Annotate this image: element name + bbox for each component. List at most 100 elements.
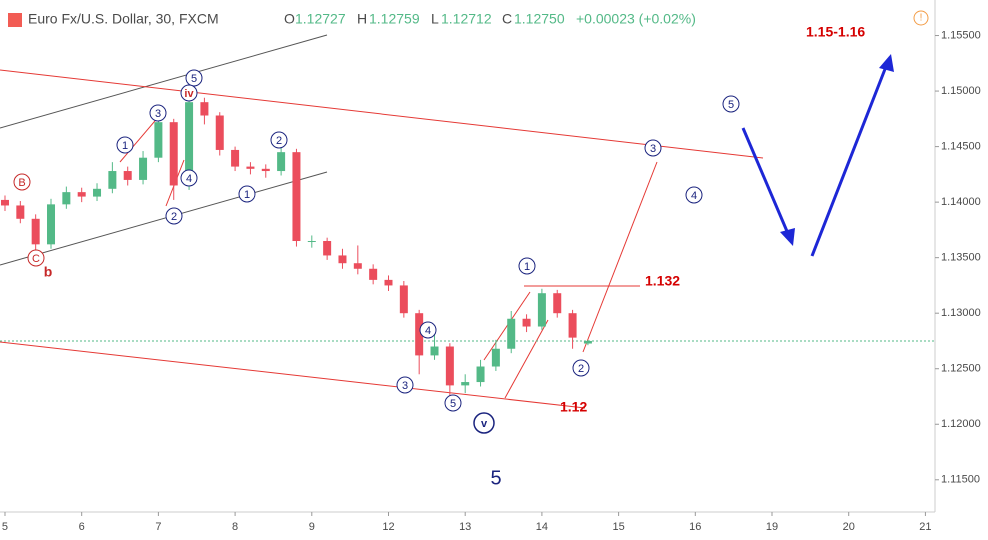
- candle-body: [445, 346, 454, 386]
- logo: [8, 13, 22, 27]
- wave-circle: [185, 69, 203, 87]
- candle-body: [231, 149, 240, 167]
- ohlc-label: H: [357, 11, 367, 27]
- candle-body: [185, 102, 194, 186]
- y-tick-label: 1.14500: [941, 141, 981, 153]
- wave-label: 1: [244, 189, 250, 201]
- wave-circle: [270, 131, 288, 149]
- wave-circle: [13, 173, 31, 191]
- wave-circle: [644, 139, 662, 157]
- candle-body: [139, 157, 148, 180]
- x-tick-label: 16: [689, 521, 701, 533]
- wave-label: 5: [191, 73, 197, 85]
- x-tick-label: 19: [766, 521, 778, 533]
- wave-circle: [685, 186, 703, 204]
- header: Euro Fx/U.S. Dollar, 30, FXCM O 1.12727 …: [8, 10, 929, 27]
- y-tick-label: 1.13500: [941, 252, 981, 264]
- wave-label: B: [18, 177, 25, 189]
- candle-body: [31, 218, 40, 245]
- y-tick-label: 1.15500: [941, 29, 981, 41]
- wave-circle: [165, 207, 183, 225]
- wave-circle: [419, 321, 437, 339]
- ohlc-value: 1.12727: [295, 11, 346, 27]
- x-tick-label: 14: [536, 521, 548, 533]
- warning-icon-mark: !: [920, 13, 923, 24]
- y-tick-label: 1.15000: [941, 85, 981, 97]
- candle-body: [323, 241, 332, 256]
- candle-body: [369, 268, 378, 280]
- candle-body: [16, 205, 25, 219]
- candle-body: [154, 122, 163, 158]
- candle-body: [93, 188, 102, 197]
- wave-label: 3: [155, 108, 161, 120]
- wave-circle: [180, 169, 198, 187]
- x-tick-label: 20: [843, 521, 855, 533]
- wave-label: 3: [650, 143, 656, 155]
- candle-body: [476, 366, 485, 383]
- candle-body: [62, 192, 71, 205]
- x-tick-label: 5: [2, 521, 8, 533]
- candle-body: [215, 115, 224, 150]
- price-target: 1.132: [645, 273, 680, 289]
- wave-label: 1: [122, 140, 128, 152]
- candle-body: [246, 166, 255, 169]
- wave-label: b: [44, 264, 53, 280]
- candle-body: [568, 313, 577, 338]
- ohlc-label: L: [431, 11, 439, 27]
- wave-circle: [27, 249, 45, 267]
- ohlc-value: 1.12712: [441, 11, 492, 27]
- candle-body: [338, 255, 347, 264]
- wave-label: 1: [524, 261, 530, 273]
- x-tick-label: 8: [232, 521, 238, 533]
- wave-label: 2: [578, 363, 584, 375]
- wave-circle: [572, 359, 590, 377]
- candle-body: [292, 152, 301, 242]
- candle-body: [123, 171, 132, 180]
- candle-body: [461, 382, 470, 386]
- candle-body: [261, 168, 270, 172]
- candle-body: [553, 293, 562, 314]
- ohlc-value: 1.12750: [514, 11, 565, 27]
- wave-circle: [116, 136, 134, 154]
- candle-body: [583, 340, 592, 344]
- wave-circle: [444, 394, 462, 412]
- y-tick-label: 1.11500: [941, 474, 980, 486]
- wave-label: 5: [728, 99, 734, 111]
- wave-circle: [396, 376, 414, 394]
- ohlc-value: 1.12759: [369, 11, 420, 27]
- wave-label: 5: [450, 398, 456, 410]
- candle-body: [47, 204, 56, 245]
- wave-label: 4: [691, 190, 697, 202]
- candle-body: [108, 171, 117, 189]
- y-tick-label: 1.13000: [941, 307, 981, 319]
- candle-body: [522, 318, 531, 327]
- x-tick-label: 7: [155, 521, 161, 533]
- candle-body: [0, 199, 9, 206]
- wave-label: 5: [490, 467, 501, 489]
- candle-body: [307, 241, 316, 243]
- candle-body: [415, 313, 424, 356]
- candle-body: [507, 318, 516, 349]
- price-target: 1.12: [560, 399, 587, 415]
- candle-body: [537, 293, 546, 327]
- x-tick-label: 13: [459, 521, 471, 533]
- candle-body: [169, 122, 178, 186]
- candle-body: [430, 346, 439, 356]
- candle-body: [399, 285, 408, 314]
- wave-label: 3: [402, 380, 408, 392]
- price-target: 1.15-1.16: [806, 24, 865, 40]
- x-tick-label: 15: [612, 521, 624, 533]
- wave-circle: [238, 185, 256, 203]
- x-tick-label: 21: [919, 521, 931, 533]
- wave-circle: [722, 95, 740, 113]
- ohlc-change: +0.00023 (+0.02%): [576, 11, 696, 27]
- warning-icon[interactable]: [913, 10, 929, 26]
- drawings: [0, 34, 894, 409]
- x-tick-label: 12: [382, 521, 394, 533]
- wave-label: 4: [425, 325, 431, 337]
- wave-circle: [518, 257, 536, 275]
- y-tick-label: 1.12000: [941, 418, 981, 430]
- candle-body: [353, 263, 362, 269]
- wave-label: 2: [171, 211, 177, 223]
